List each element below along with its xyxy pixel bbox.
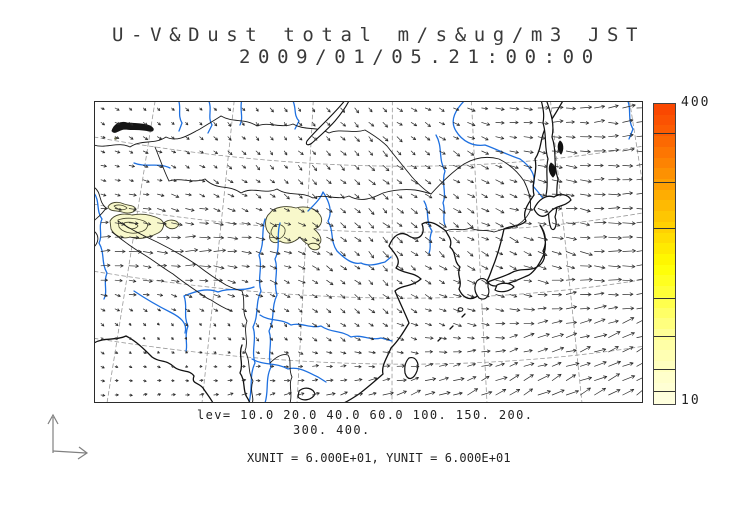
okhotsk-islands: [548, 162, 556, 178]
figure-title: U-V&Dust total m/s&ug/m3 JST: [112, 24, 646, 46]
colorbar-segment: [654, 221, 675, 234]
colorbar-segment: [654, 275, 675, 287]
axis-units-label: XUNIT = 6.000E+01, YUNIT = 6.000E+01: [247, 451, 511, 465]
colorbar-tick: [654, 336, 675, 337]
map-frame: [94, 101, 643, 403]
dust-contours: [107, 201, 323, 251]
hokkaido-island: [533, 193, 572, 217]
colorbar-segment: [654, 254, 675, 266]
colorbar-tick: [654, 133, 675, 134]
colorbar-segment: [654, 318, 675, 330]
map-plot-area: [94, 101, 643, 403]
colorbar-segment: [654, 264, 675, 276]
colorbar-segment: [654, 339, 675, 351]
figure-subtitle-datetime: 2009/01/05.21:00:00: [239, 46, 601, 68]
colorbar-segment: [654, 157, 675, 169]
colorbar-segment: [654, 114, 675, 126]
colorbar-segment: [654, 211, 675, 223]
colorbar-segment: [654, 393, 675, 405]
colorbar-segment: [654, 307, 675, 319]
colorbar-segment: [654, 189, 675, 201]
islands-lakes: [111, 101, 572, 401]
axis-orientation-arrows: [47, 413, 89, 460]
x-axis-arrowhead-icon: [77, 446, 89, 460]
colorbar-tick: [654, 182, 675, 183]
colorbar-tick: [654, 228, 675, 229]
colorbar-segment: [654, 329, 675, 341]
colorbar-segment: [654, 243, 675, 255]
colorbar-segment: [654, 125, 675, 137]
colorbar-segment: [654, 350, 675, 362]
colorbar: [653, 103, 676, 405]
colorbar-segment: [654, 136, 675, 148]
colorbar-segment: [654, 179, 675, 191]
colorbar-max-label: 400: [681, 95, 711, 110]
terrain-speck: [114, 137, 117, 140]
lake-balkhash: [111, 121, 154, 133]
colorbar-segment: [654, 168, 675, 180]
colorbar-tick: [654, 298, 675, 299]
contour-levels-line1: lev= 10.0 20.0 40.0 60.0 100. 150. 200.: [197, 408, 534, 422]
wind-vectors: [100, 103, 643, 397]
colorbar-segment: [654, 296, 675, 309]
okhotsk-islands: [557, 140, 564, 155]
colorbar-segment: [654, 232, 675, 244]
shikoku-island: [494, 282, 515, 293]
colorbar-segment: [654, 371, 675, 384]
colorbar-tick: [654, 391, 675, 392]
y-axis-arrowhead-icon: [47, 413, 59, 425]
colorbar-segment: [654, 104, 675, 116]
taiwan-island: [404, 357, 419, 380]
x-axis-arrow: [52, 450, 87, 454]
colorbar-segment: [654, 146, 675, 159]
colorbar-segment: [654, 361, 675, 373]
colorbar-segment: [654, 286, 675, 298]
colorbar-min-label: 10: [681, 393, 701, 408]
colorbar-segment: [654, 200, 675, 212]
contour-levels-line2: 300. 400.: [293, 423, 371, 437]
coastlines: [94, 101, 564, 403]
colorbar-segment: [654, 382, 675, 394]
colorbar-tick: [654, 369, 675, 370]
